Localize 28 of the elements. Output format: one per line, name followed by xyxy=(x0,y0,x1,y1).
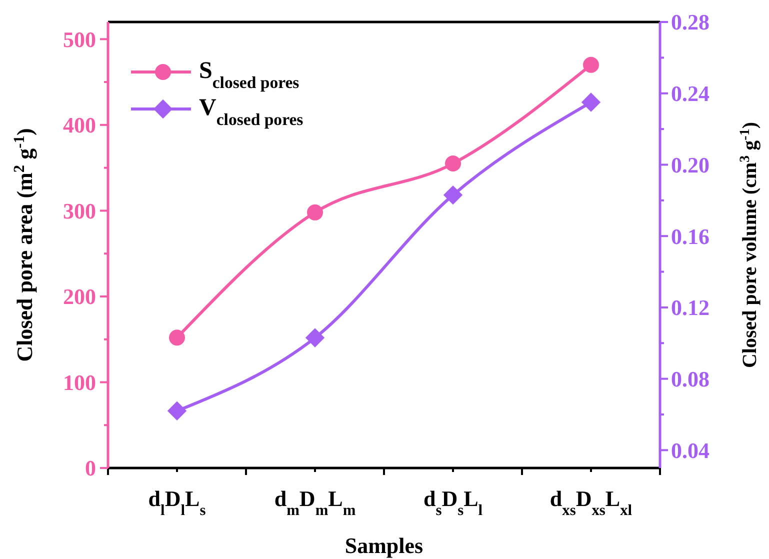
x-axis-title: Samples xyxy=(344,533,424,558)
y2-tick-label: 0.04 xyxy=(671,438,710,463)
y2-tick-label: 0.24 xyxy=(671,81,710,106)
y-tick-label: 300 xyxy=(63,198,96,224)
y2-tick-label: 0.08 xyxy=(671,366,710,392)
legend-label: S$_{closed pores}$ xyxy=(199,58,300,92)
y-tick-label: 100 xyxy=(63,370,96,395)
x-tick-label: d$_{m}$D$_{m}$L$_{m}$ xyxy=(274,486,356,518)
point xyxy=(443,185,463,205)
y-tick-label: 0 xyxy=(85,456,96,481)
y-tick-label: 400 xyxy=(63,112,96,138)
x-tick-label: d$_{xs}$D$_{xs}$L$_{xl}$ xyxy=(550,486,633,518)
y2-tick-label: 0.20 xyxy=(671,152,710,178)
x-tick-label: d$_{s}$D$_{s}$L$_{l}$ xyxy=(423,486,484,518)
point xyxy=(169,330,185,346)
y-tick-label: 500 xyxy=(63,26,96,52)
point xyxy=(581,92,601,112)
point xyxy=(307,204,323,220)
point xyxy=(305,328,325,348)
point xyxy=(583,56,599,73)
y-tick-label: 200 xyxy=(63,284,96,310)
point xyxy=(167,401,187,421)
y2-tick-label: 0.12 xyxy=(671,295,710,320)
y2-tick-label: 0.28 xyxy=(671,10,710,35)
point xyxy=(445,156,461,172)
x-tick-label: d$_{l}$D$_{l}$L$_{s}$ xyxy=(148,486,206,518)
legend-label: V$_{closed pores}$ xyxy=(199,95,304,128)
y2-tick-label: 0.16 xyxy=(671,224,710,249)
